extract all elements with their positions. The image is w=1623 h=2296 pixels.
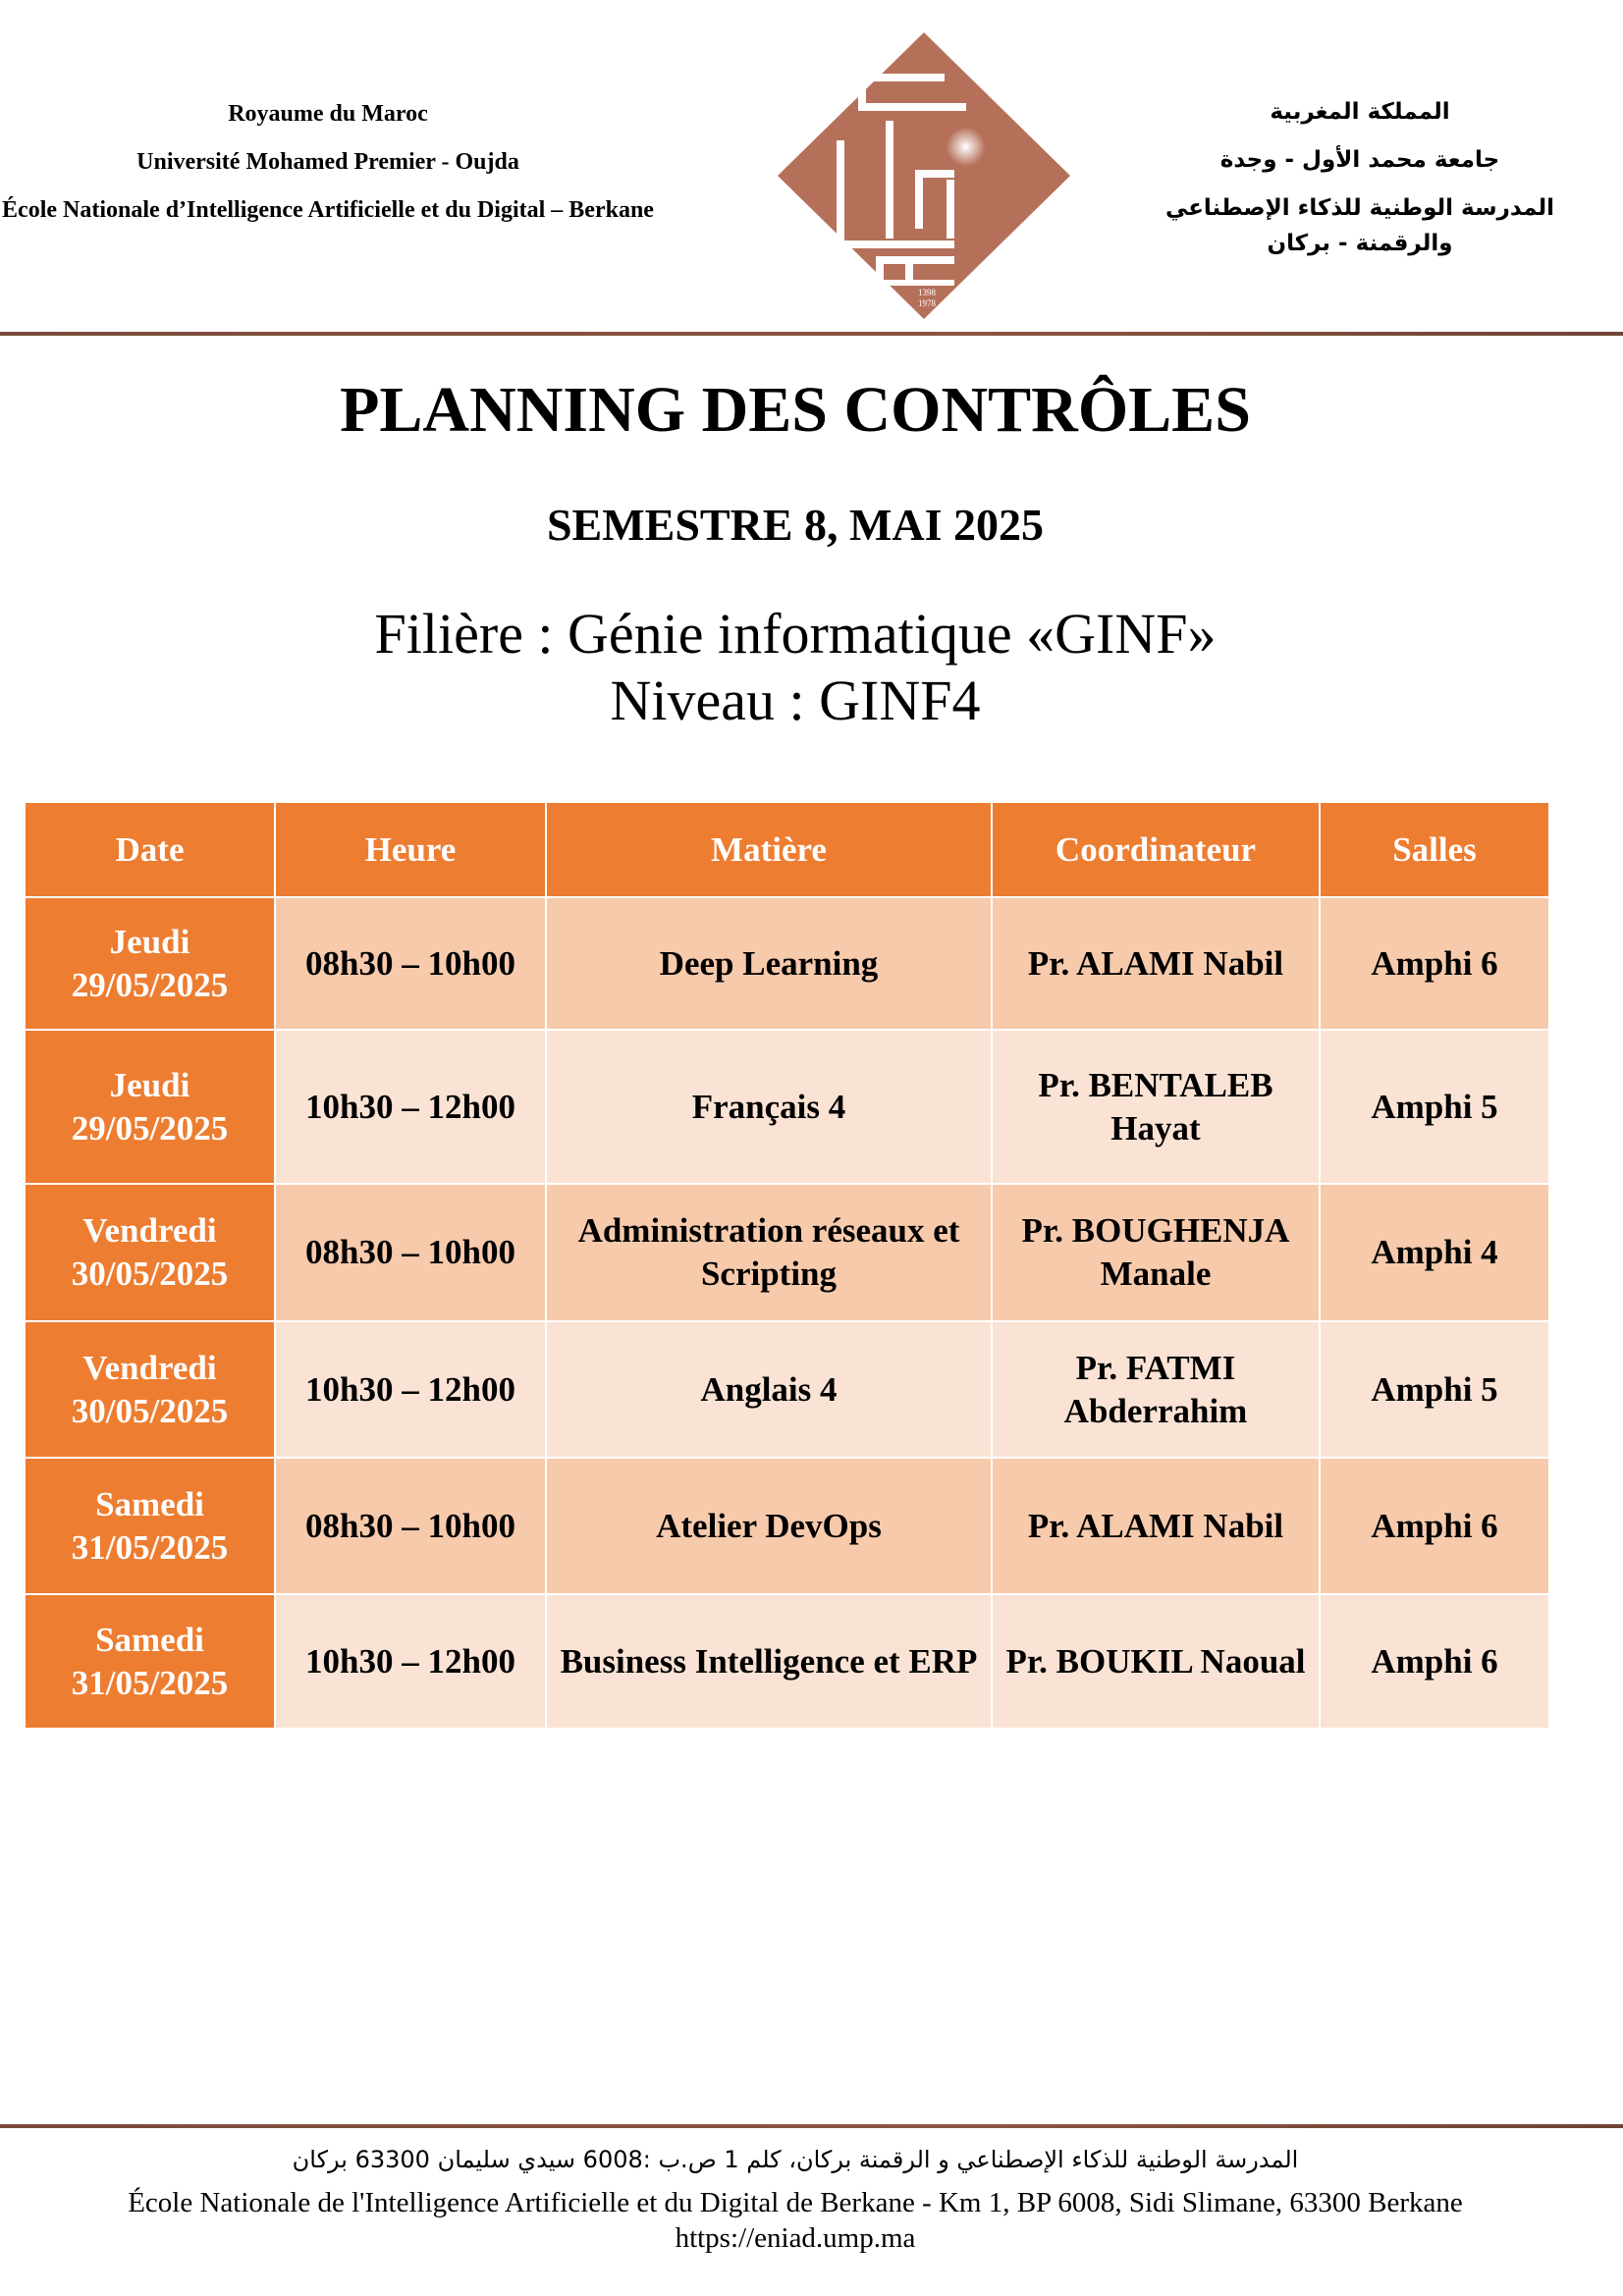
header-left-line: École Nationale d’Intelligence Artificie… bbox=[2, 197, 654, 223]
date: 29/05/2025 bbox=[71, 1108, 229, 1148]
header-left-line: Université Mohamed Premier - Oujda bbox=[136, 149, 519, 175]
column-header: Date bbox=[24, 801, 276, 898]
university-logo: 1398 1978 bbox=[778, 32, 1070, 319]
day: Vendredi bbox=[82, 1211, 217, 1250]
coordinator-cell: Pr. BENTALEB Hayat bbox=[991, 1029, 1321, 1185]
logo-year: 1978 bbox=[918, 298, 937, 308]
footer-divider bbox=[0, 2124, 1623, 2128]
time-cell: 10h30 – 12h00 bbox=[274, 1029, 547, 1185]
time-cell: 08h30 – 10h00 bbox=[274, 1183, 547, 1322]
subject-cell: Atelier DevOps bbox=[545, 1457, 993, 1595]
date: 29/05/2025 bbox=[71, 965, 229, 1004]
header-right: المملكة المغربية جامعة محمد الأول - وجدة… bbox=[1119, 94, 1600, 256]
table-row: Vendredi 30/05/2025 08h30 – 10h00 Administr… bbox=[24, 1183, 1550, 1322]
date: 30/05/2025 bbox=[71, 1391, 229, 1430]
header-left-line: Royaume du Maroc bbox=[228, 101, 428, 127]
column-header: Matière bbox=[545, 801, 993, 898]
page-title: PLANNING DES CONTRÔLES bbox=[340, 374, 1251, 446]
date-cell: Vendredi 30/05/2025 bbox=[24, 1320, 276, 1459]
logo-year: 1398 bbox=[918, 288, 937, 297]
niveau: Niveau : GINF4 bbox=[610, 668, 981, 732]
time-cell: 08h30 – 10h00 bbox=[274, 896, 547, 1031]
table-row: Samedi 31/05/2025 08h30 – 10h00 Atelier Dev… bbox=[24, 1457, 1550, 1595]
subject-cell: Deep Learning bbox=[545, 896, 993, 1031]
room-cell: Amphi 6 bbox=[1319, 1593, 1550, 1730]
exam-schedule-table: Date Heure Matière Coordinateur Salles J… bbox=[24, 801, 1550, 1730]
date-cell: Jeudi 29/05/2025 bbox=[24, 1029, 276, 1185]
date-cell: Samedi 31/05/2025 bbox=[24, 1457, 276, 1595]
table-row: Jeudi 29/05/2025 08h30 – 10h00 Deep Learnin… bbox=[24, 896, 1550, 1031]
table-header-row: Date Heure Matière Coordinateur Salles bbox=[24, 801, 1550, 898]
coordinator-cell: Pr. BOUKIL Naoual bbox=[991, 1593, 1321, 1730]
page-subtitle: SEMESTRE 8, MAI 2025 bbox=[546, 500, 1045, 550]
day: Vendredi bbox=[82, 1348, 217, 1387]
time-cell: 10h30 – 12h00 bbox=[274, 1320, 547, 1459]
date: 31/05/2025 bbox=[71, 1663, 229, 1702]
header-right-line: المدرسة الوطنية للذكاء الإصطناعي والرقمن… bbox=[1164, 195, 1555, 256]
column-header: Heure bbox=[274, 801, 547, 898]
subject-cell: Administration réseaux et Scripting bbox=[545, 1183, 993, 1322]
table-row: Jeudi 29/05/2025 10h30 – 12h00 Français 4 Pr… bbox=[24, 1029, 1550, 1185]
coordinator-cell: Pr. BOUGHENJA Manale bbox=[991, 1183, 1321, 1322]
date: 30/05/2025 bbox=[71, 1255, 229, 1293]
header-right-line: المملكة المغربية bbox=[1270, 99, 1450, 125]
day: Samedi bbox=[95, 1484, 204, 1523]
room-cell: Amphi 5 bbox=[1319, 1320, 1550, 1459]
coordinator-cell: Pr. FATMI Abderrahim bbox=[991, 1320, 1321, 1459]
room-cell: Amphi 6 bbox=[1319, 1457, 1550, 1595]
header-divider bbox=[0, 332, 1623, 336]
subject-cell: Français 4 bbox=[545, 1029, 993, 1185]
footer-address: École Nationale de l'Intelligence Artifi… bbox=[128, 2187, 1463, 2218]
date-cell: Jeudi 29/05/2025 bbox=[24, 896, 276, 1031]
day: Jeudi bbox=[109, 1065, 190, 1104]
time-cell: 08h30 – 10h00 bbox=[274, 1457, 547, 1595]
time-cell: 10h30 – 12h00 bbox=[274, 1593, 547, 1730]
column-header: Salles bbox=[1319, 801, 1550, 898]
footer-url: https://eniad.ump.ma bbox=[675, 2222, 916, 2254]
coordinator-cell: Pr. ALAMI Nabil bbox=[991, 896, 1321, 1031]
subject-cell: Business Intelligence et ERP bbox=[545, 1593, 993, 1730]
column-header: Coordinateur bbox=[991, 801, 1321, 898]
filiere: Filière : Génie informatique «GINF» bbox=[374, 602, 1217, 666]
table-row: Vendredi 30/05/2025 10h30 – 12h00 Anglais 4… bbox=[24, 1320, 1550, 1459]
date-cell: Vendredi 30/05/2025 bbox=[24, 1183, 276, 1322]
room-cell: Amphi 6 bbox=[1319, 896, 1550, 1031]
room-cell: Amphi 5 bbox=[1319, 1029, 1550, 1185]
subject-cell: Anglais 4 bbox=[545, 1320, 993, 1459]
program-info: Filière : Génie informatique «GINF» Nive… bbox=[0, 601, 1591, 734]
room-cell: Amphi 4 bbox=[1319, 1183, 1550, 1322]
day: Samedi bbox=[95, 1620, 204, 1659]
date: 31/05/2025 bbox=[71, 1527, 229, 1567]
coordinator-cell: Pr. ALAMI Nabil bbox=[991, 1457, 1321, 1595]
footer-arabic: المدرسة الوطنية للذكاء الإصطناعي و الرقم… bbox=[292, 2146, 1299, 2173]
header-left: Royaume du Maroc Université Mohamed Prem… bbox=[0, 96, 656, 240]
table-row: Samedi 31/05/2025 10h30 – 12h00 Business In… bbox=[24, 1593, 1550, 1730]
date-cell: Samedi 31/05/2025 bbox=[24, 1593, 276, 1730]
day: Jeudi bbox=[109, 922, 190, 961]
header-right-line: جامعة محمد الأول - وجدة bbox=[1219, 147, 1500, 173]
